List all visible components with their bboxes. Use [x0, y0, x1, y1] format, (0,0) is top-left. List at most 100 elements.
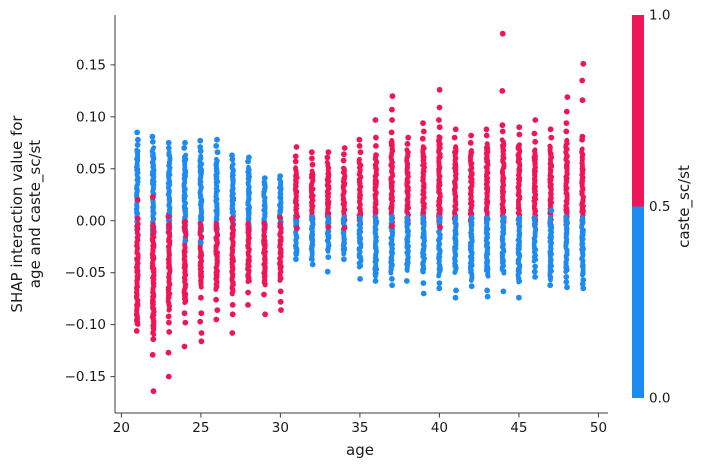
data-point: [452, 294, 459, 301]
data-point: [389, 106, 395, 113]
data-point: [389, 276, 395, 282]
data-point: [134, 197, 141, 203]
data-point: [357, 215, 363, 221]
data-point: [198, 153, 204, 159]
data-point: [309, 261, 316, 268]
y-tick-label: 0.00: [76, 213, 106, 229]
data-point: [467, 139, 474, 146]
y-axis-label-line-1: SHAP interaction value for: [8, 115, 26, 313]
data-point: [294, 213, 300, 220]
data-point: [372, 117, 379, 123]
data-point: [261, 291, 267, 298]
data-point: [324, 268, 331, 275]
data-point: [436, 104, 443, 111]
data-point: [373, 134, 379, 141]
data-point: [293, 256, 299, 263]
data-point: [373, 143, 379, 149]
data-point: [150, 194, 156, 200]
data-point: [245, 289, 252, 296]
data-point: [182, 237, 189, 244]
data-point: [468, 132, 474, 139]
data-point: [181, 343, 188, 350]
data-point: [341, 145, 348, 151]
data-point: [292, 153, 299, 160]
data-point: [532, 263, 538, 270]
data-point: [182, 319, 189, 326]
data-point: [469, 148, 474, 153]
x-tick-label: 50: [590, 420, 607, 436]
x-tick-label: 45: [510, 420, 527, 436]
data-point: [229, 330, 236, 336]
data-point: [563, 120, 570, 126]
data-point: [198, 338, 205, 345]
data-point: [532, 138, 539, 145]
data-point: [197, 239, 204, 246]
y-tick-label: 0.15: [76, 57, 106, 73]
colorbar-high-segment: [632, 15, 644, 207]
data-point: [517, 142, 522, 148]
data-point: [309, 155, 315, 162]
data-point: [547, 282, 554, 289]
data-point: [230, 161, 236, 167]
data-point: [548, 214, 553, 220]
data-point: [213, 143, 220, 149]
data-point: [453, 214, 459, 220]
y-tick-label: 0.05: [76, 161, 106, 177]
colorbar-tick-label: 0.0: [649, 391, 670, 407]
data-point: [357, 276, 363, 282]
data-point: [563, 108, 570, 115]
data-point: [499, 88, 506, 94]
data-point: [165, 213, 172, 220]
data-point: [134, 129, 141, 136]
data-point: [516, 294, 522, 301]
y-tick-label: −0.10: [65, 317, 106, 333]
data-point: [389, 117, 395, 123]
data-point: [579, 146, 585, 152]
data-point: [341, 225, 348, 231]
y-axis-label-line-2: age and caste_sc/st: [26, 140, 45, 288]
scatter-points: [133, 30, 587, 395]
data-point: [214, 221, 220, 226]
data-point: [356, 136, 363, 143]
data-point: [229, 302, 236, 308]
data-point: [499, 122, 506, 129]
data-point: [134, 147, 140, 153]
data-point: [372, 278, 379, 284]
data-point: [214, 149, 221, 156]
data-point: [277, 214, 283, 221]
data-point: [580, 60, 587, 67]
data-point: [532, 215, 537, 220]
data-point: [166, 329, 173, 335]
data-point: [499, 30, 506, 37]
colorbar-tick-labels: 1.0 0.5 0.0: [649, 8, 670, 407]
x-axis-ticks: 20 25 30 35 40 45 50: [113, 413, 607, 436]
data-point: [532, 147, 538, 153]
y-tick-label: 0.10: [76, 109, 106, 125]
data-point: [436, 285, 443, 292]
plot-area: 20 25 30 35 40 45 50 0.15 0.10 0.05 0.00 −0.05 −0.1…: [8, 15, 608, 459]
data-point: [134, 142, 141, 148]
data-point: [403, 278, 410, 284]
data-point: [261, 220, 267, 226]
data-point: [389, 93, 396, 99]
data-point: [357, 149, 364, 156]
data-point: [246, 154, 252, 161]
data-point: [309, 161, 316, 168]
data-point: [563, 128, 570, 135]
data-point: [388, 129, 395, 136]
data-point: [468, 283, 475, 290]
data-point: [563, 274, 570, 280]
data-point: [548, 207, 555, 214]
data-point: [483, 126, 490, 133]
data-point: [436, 86, 443, 93]
data-point: [563, 214, 569, 219]
x-tick-label: 20: [113, 420, 130, 436]
data-point: [483, 132, 490, 139]
data-point: [564, 94, 571, 100]
data-point: [246, 164, 251, 170]
data-point: [373, 214, 378, 220]
data-point: [531, 268, 538, 275]
data-point: [420, 144, 426, 150]
data-point: [213, 296, 220, 303]
